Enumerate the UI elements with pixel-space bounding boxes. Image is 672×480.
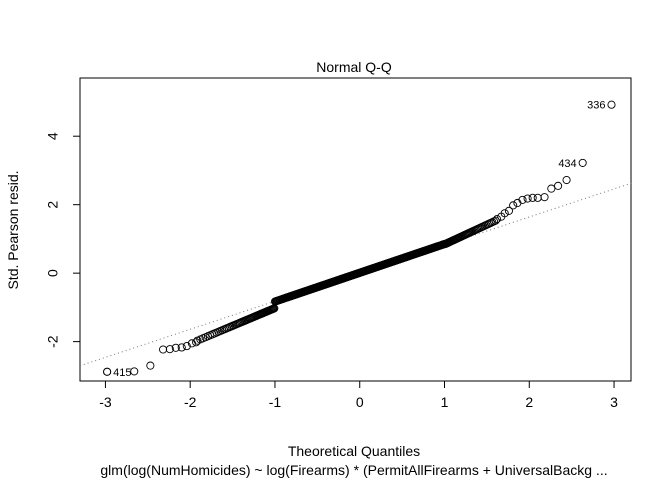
y-tick-label: 4 (45, 132, 61, 140)
data-point (547, 184, 556, 193)
point-label-336: 336 (587, 100, 605, 112)
data-point (491, 216, 500, 225)
x-tick-label: 1 (441, 394, 449, 410)
data-point (146, 361, 155, 370)
data-point (192, 338, 201, 347)
points-layer (103, 100, 616, 376)
data-point (171, 343, 180, 352)
reference-line-layer (79, 182, 632, 367)
data-point (607, 100, 616, 109)
x-tick-label: 2 (525, 394, 533, 410)
data-point (528, 193, 537, 202)
x-axis: -3 -2 -1 0 1 2 3 (99, 381, 618, 410)
data-point (165, 345, 174, 354)
data-point (500, 209, 509, 218)
plot-frame (79, 77, 632, 382)
data-point (518, 195, 527, 204)
point-labels-layer: 336 434 415 (113, 100, 605, 379)
point-label-415: 415 (113, 367, 131, 379)
x-tick-label: 3 (610, 394, 618, 410)
data-point (523, 194, 532, 203)
x-axis-label: Theoretical Quantiles (288, 443, 420, 459)
data-point (504, 206, 513, 215)
data-point (509, 201, 518, 210)
y-tick-label: 2 (45, 201, 61, 209)
data-point (540, 193, 549, 202)
x-tick-label: -2 (184, 394, 197, 410)
y-tick-label: 0 (45, 269, 61, 277)
x-tick-label: -3 (99, 394, 112, 410)
data-point (578, 158, 587, 167)
y-axis-label: Std. Pearson resid. (5, 170, 21, 289)
data-point (182, 342, 191, 351)
data-point (103, 367, 112, 376)
qq-reference-line (79, 182, 632, 367)
x-tick-label: -1 (269, 394, 282, 410)
y-tick-label: -2 (45, 335, 61, 348)
data-point (130, 367, 139, 376)
data-point (562, 175, 571, 185)
data-point (554, 181, 563, 190)
x-tick-label: 0 (356, 394, 364, 410)
chart-subtitle: glm(log(NumHomicides) ~ log(Firearms) * … (100, 462, 607, 478)
y-axis: -2 0 2 4 (45, 132, 80, 348)
point-label-434: 434 (558, 158, 576, 170)
chart-title: Normal Q-Q (316, 59, 392, 75)
data-point (493, 215, 502, 224)
data-point (177, 343, 186, 352)
